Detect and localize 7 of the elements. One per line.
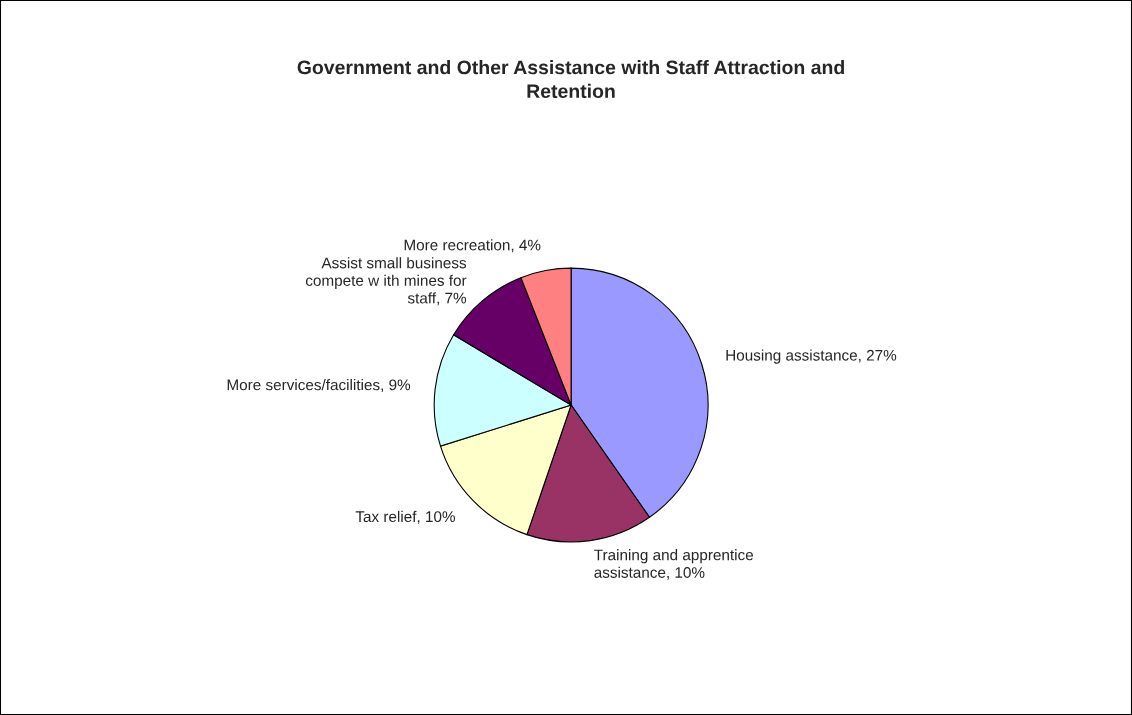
slice-label: Housing assistance, 27%	[726, 349, 897, 364]
chart-title: Government and Other Assistance with Staff Attraction and Retention	[297, 60, 844, 99]
slice-label: Training and apprentice assistance, 10%	[594, 549, 754, 580]
slice-label: Assist small business compete w ith mines for staff, 7%	[305, 257, 467, 306]
slice-label: Tax relief, 10%	[355, 510, 455, 524]
slice-label: More recreation, 4%	[404, 239, 541, 253]
slice-label: More services/facilities, 9%	[227, 379, 411, 393]
